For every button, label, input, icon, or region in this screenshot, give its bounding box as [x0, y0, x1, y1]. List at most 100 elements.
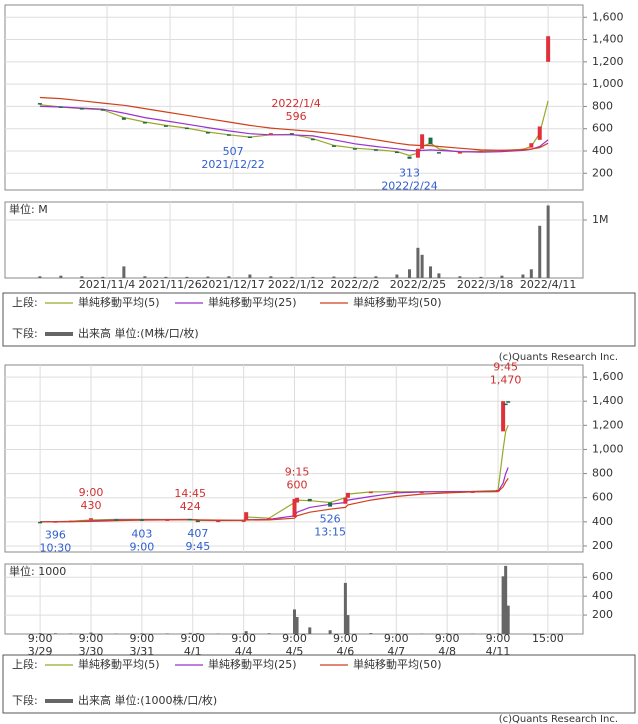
candle — [373, 149, 378, 151]
volume-bar — [196, 633, 200, 634]
annotation-label: 14:45 — [174, 487, 206, 500]
volume-bar — [369, 633, 373, 634]
candle — [419, 491, 424, 494]
candle — [445, 491, 450, 494]
candle — [247, 136, 252, 139]
candle — [142, 122, 147, 124]
candle — [310, 138, 315, 141]
candle — [121, 117, 126, 120]
candle — [506, 401, 511, 403]
candle — [205, 132, 210, 134]
y-tick-label: 1,600 — [592, 10, 624, 23]
x-tick-label: 9:00 — [28, 632, 53, 645]
annotation-label: 2022/2/24 — [381, 180, 437, 193]
candle — [428, 137, 433, 145]
x-tick-label: 9:00 — [130, 632, 155, 645]
volume-bar — [506, 605, 510, 634]
candle — [292, 498, 297, 518]
candle — [53, 521, 58, 523]
y-tick-label: 400 — [592, 515, 613, 528]
volume-bar — [244, 631, 248, 634]
candle — [307, 498, 312, 502]
volume-bar — [420, 254, 424, 278]
y-tick-label: 800 — [592, 467, 613, 480]
annotation-label: 10:30 — [40, 541, 72, 554]
legend-entry: 単純移動平均(50) — [353, 295, 442, 309]
candle — [328, 502, 333, 507]
volume-bar — [496, 633, 500, 634]
volume-bar — [242, 633, 246, 634]
candle — [394, 151, 399, 154]
volume-bar — [501, 576, 505, 634]
source: (c)Quants Research Inc. — [499, 714, 618, 724]
volume-bar — [353, 276, 357, 278]
y-tick-label: 200 — [592, 166, 613, 179]
volume-bar — [165, 633, 169, 634]
volume-unit: 単位: 1000 — [9, 564, 66, 578]
candle — [139, 519, 144, 521]
candle — [88, 518, 93, 520]
candle — [38, 521, 43, 524]
candle — [470, 491, 475, 493]
volume-bar — [206, 276, 210, 278]
volume-bar — [185, 276, 189, 278]
candle — [244, 512, 249, 520]
volume-bar — [248, 274, 252, 278]
legend-volume-swatch — [45, 332, 73, 336]
legend-entry: 単純移動平均(5) — [78, 657, 160, 671]
x-tick-label: 2022/2/2 — [330, 278, 379, 291]
moving-average-line — [39, 100, 549, 157]
moving-average-line — [39, 96, 549, 152]
annotation-label: 9:45 — [185, 540, 210, 553]
candle — [100, 109, 105, 111]
candle — [499, 149, 504, 152]
candle — [79, 108, 84, 110]
volume-bar — [395, 274, 399, 278]
candle — [68, 520, 73, 523]
x-tick-label: 9:00 — [180, 632, 205, 645]
volume-bar — [546, 205, 550, 278]
x-tick-label: 2022/3/18 — [457, 278, 513, 291]
candle — [529, 143, 534, 148]
volume-bar — [437, 273, 441, 278]
candle — [216, 520, 221, 523]
candle — [195, 520, 200, 523]
legend-box — [2, 292, 636, 347]
volume-bar — [346, 615, 350, 634]
volume-bar — [188, 632, 192, 634]
volume-bar — [500, 275, 504, 278]
x-tick-label: 9:00 — [486, 632, 511, 645]
legend-box — [2, 654, 636, 714]
volume-tick-label: 1M — [592, 213, 609, 226]
legend-entry: 単純移動平均(25) — [208, 657, 297, 671]
x-tick-label: 9:00 — [231, 632, 256, 645]
y-tick-label: 600 — [592, 491, 613, 504]
annotation-value: 313 — [399, 167, 420, 180]
legend-upper-label: 上段: — [12, 295, 38, 309]
volume-bar — [504, 565, 508, 634]
legend-lower-label: 下段: — [12, 326, 38, 340]
volume-tick-label: 600 — [592, 570, 613, 583]
candle — [184, 127, 189, 130]
volume-bar — [374, 276, 378, 278]
legend-entry: 単純移動平均(25) — [208, 295, 297, 309]
volume-bar — [69, 633, 73, 634]
candle — [420, 134, 425, 149]
y-tick-label: 1,000 — [592, 442, 624, 455]
annotation-value: 507 — [223, 145, 244, 158]
candle — [58, 106, 63, 108]
x-tick-label: 2021/11/4 — [79, 278, 135, 291]
volume-bar — [521, 274, 525, 278]
volume-bar — [311, 276, 315, 278]
annotation-value: 596 — [286, 110, 307, 123]
moving-average-line — [39, 105, 549, 153]
volume-bar — [458, 276, 462, 278]
y-tick-label: 1,200 — [592, 55, 624, 68]
legend-volume: 出来高 単位:(1000株/口/枚) — [78, 693, 217, 707]
y-tick-label: 1,400 — [592, 33, 624, 46]
candle — [163, 125, 168, 127]
candle — [478, 150, 483, 153]
y-tick-label: 1,000 — [592, 77, 624, 90]
volume-bar — [308, 627, 312, 634]
